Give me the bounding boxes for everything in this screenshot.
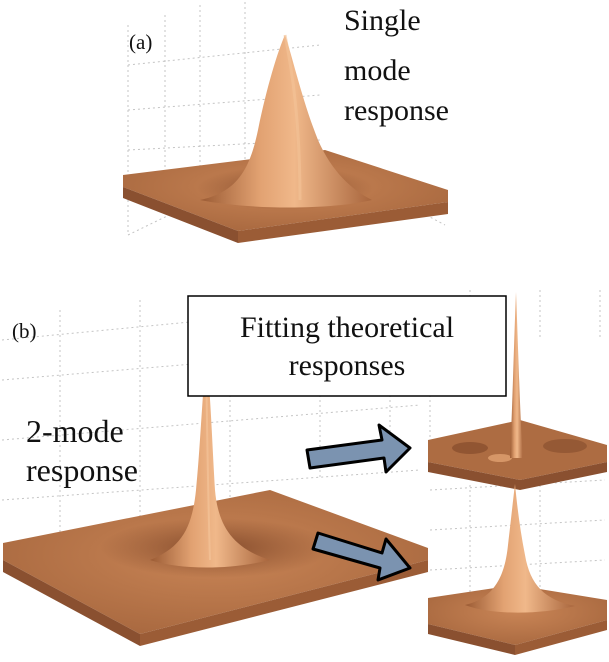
panel-a-label: (a) [129, 30, 152, 54]
panel-a-caption-line-1: Single [344, 4, 421, 37]
fit-box-line-1: Fitting theoretical [240, 311, 454, 344]
arrow-to-upper-fit [305, 423, 412, 474]
fit-response-upper [428, 292, 607, 490]
fit-upper-peak [510, 292, 523, 458]
panel-a-caption-line-2: mode [344, 54, 411, 87]
panel-b-label: (b) [12, 319, 37, 343]
fit-lower-peak [465, 484, 575, 613]
panel-a-caption-line-3: response [344, 94, 449, 127]
panel-a-peak [200, 35, 372, 208]
panel-b-caption-line-2: response [26, 452, 138, 488]
panel-b-caption-line-1: 2-mode [26, 413, 124, 449]
fit-theory-box [187, 295, 507, 397]
fit-box-line-2: responses [289, 349, 406, 382]
panel-a: (a) Single mode response [123, 2, 449, 243]
panel-b: Fitting theoretical responses (b) 2-mode… [1, 290, 607, 655]
arrow-to-lower-fit [311, 531, 412, 582]
fit-response-lower [428, 484, 607, 655]
panel-b-main-peak [150, 357, 270, 568]
